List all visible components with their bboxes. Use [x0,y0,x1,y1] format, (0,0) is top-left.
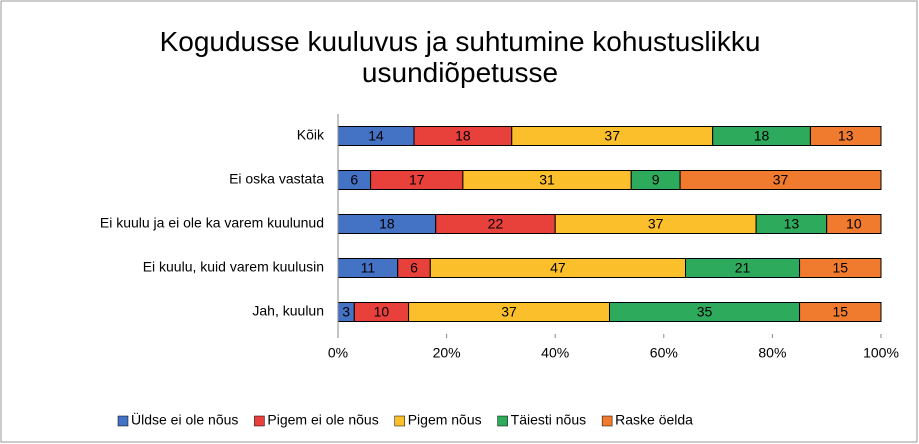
data-label: 6 [410,260,418,276]
data-label: 15 [832,304,848,320]
y-tick-label: Ei oska vastata [229,171,324,187]
bar-segment [799,258,882,278]
y-tick-label: Ei kuulu ja ei ole ka varem kuulunud [100,215,324,231]
data-label: 11 [361,260,376,276]
data-label: 47 [550,260,566,276]
bar-segment [809,126,882,146]
y-tick-label: Kõik [297,127,325,143]
legend-label: Pigem ei ole nõus [267,412,378,428]
chart-title: Kogudusse kuuluvus ja suhtumine kohustus… [159,26,761,88]
legend-label: Täiesti nõus [511,412,586,428]
legend-swatch [117,415,129,427]
data-label: 37 [501,304,517,320]
data-label: 10 [846,216,862,232]
x-tick-label: 40% [541,345,569,361]
data-label: 18 [754,128,770,144]
bar-segment [799,302,882,322]
data-label: 3 [342,304,350,320]
y-tick-label: Jah, kuulun [252,303,324,319]
legend-label: Raske öelda [615,412,693,428]
y-tick-label: Ei kuulu, kuid varem kuulusin [143,259,324,275]
legend-swatch [394,415,405,427]
data-label: 13 [838,128,854,144]
data-label: 31 [539,172,555,188]
x-tick-label: 0% [328,345,348,361]
data-label: 21 [735,260,751,276]
x-tick-label: 20% [433,345,461,361]
data-label: 22 [488,216,504,232]
data-label: 9 [652,172,660,188]
x-tick-label: 60% [650,345,678,361]
data-label: 13 [784,216,800,232]
data-label: 10 [374,304,390,320]
data-label: 35 [697,304,713,320]
data-label: 37 [604,128,620,144]
legend-label: Pigem nõus [408,412,482,428]
data-label: 14 [368,128,384,144]
data-label: 17 [409,172,425,188]
data-label: 37 [773,172,789,188]
x-tick-label: 100% [863,345,899,361]
legend-swatch [497,415,508,427]
legend-swatch [254,415,265,427]
bar-segment [826,214,882,234]
data-label: 18 [455,128,471,144]
legend-swatch [601,415,613,427]
data-label: 6 [350,172,358,188]
legend-label: Üldse ei ole nõus [131,411,238,428]
data-label: 18 [379,216,395,232]
x-tick-label: 80% [758,345,786,361]
data-label: 15 [832,260,848,276]
data-label: 37 [648,216,664,232]
bar-segment [679,170,882,190]
